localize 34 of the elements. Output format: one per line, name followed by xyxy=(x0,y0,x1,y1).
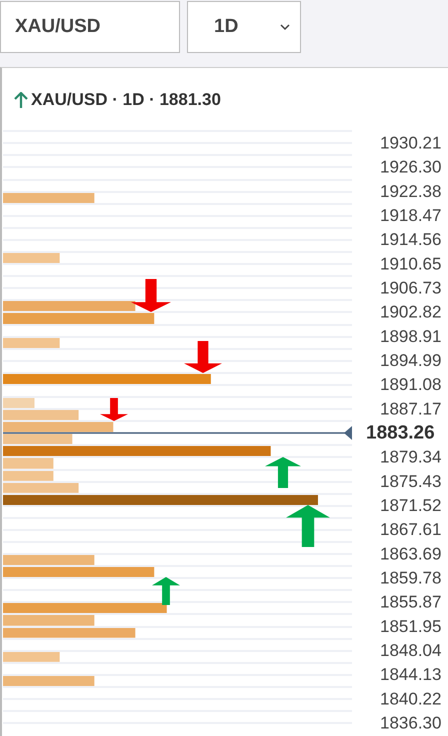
y-tick-label: 1898.91 xyxy=(380,326,442,346)
bar xyxy=(3,650,60,662)
chart-title: XAU/USD · 1D · 1881.30 xyxy=(31,90,221,110)
bar xyxy=(3,312,154,324)
y-tick-label: 1867.61 xyxy=(380,520,442,540)
y-tick-label: 1851.95 xyxy=(380,616,442,636)
text: XAU/USD xyxy=(0,1,180,53)
y-tick-label: 1871.52 xyxy=(380,496,442,515)
y-tick-label: 1906.73 xyxy=(380,278,442,298)
y-tick-label: 1914.56 xyxy=(380,230,442,250)
bar xyxy=(3,457,54,469)
y-tick-label: 1930.21 xyxy=(380,134,442,153)
ref-line-label: 1883.26 xyxy=(366,422,435,444)
y-tick-label: 1926.30 xyxy=(380,158,442,177)
bar xyxy=(3,614,94,626)
y-tick-label: 1863.69 xyxy=(380,544,442,564)
text: 1D xyxy=(214,16,238,38)
y-tick-label: 1891.08 xyxy=(380,375,442,394)
bar xyxy=(3,626,136,638)
y-tick-label: 1894.99 xyxy=(380,351,442,370)
y-tick-label: 1855.87 xyxy=(380,592,442,612)
y-tick-label: 1840.22 xyxy=(380,689,442,708)
bar xyxy=(3,481,79,493)
y-tick-label: 1836.30 xyxy=(380,713,442,732)
y-tick-label: 1844.13 xyxy=(380,665,442,684)
y-tick-label: 1918.47 xyxy=(380,206,442,226)
y-tick-label: 1922.38 xyxy=(380,182,442,201)
y-tick-label: 1887.17 xyxy=(380,399,442,418)
y-tick-label: 1848.04 xyxy=(380,640,442,660)
y-tick-label: 1879.34 xyxy=(380,448,442,467)
y-tick-label: 1902.82 xyxy=(380,302,442,322)
y-tick-label: 1910.65 xyxy=(380,254,442,274)
y-tick-label: 1875.43 xyxy=(380,472,442,491)
y-tick-label: 1859.78 xyxy=(380,568,442,588)
